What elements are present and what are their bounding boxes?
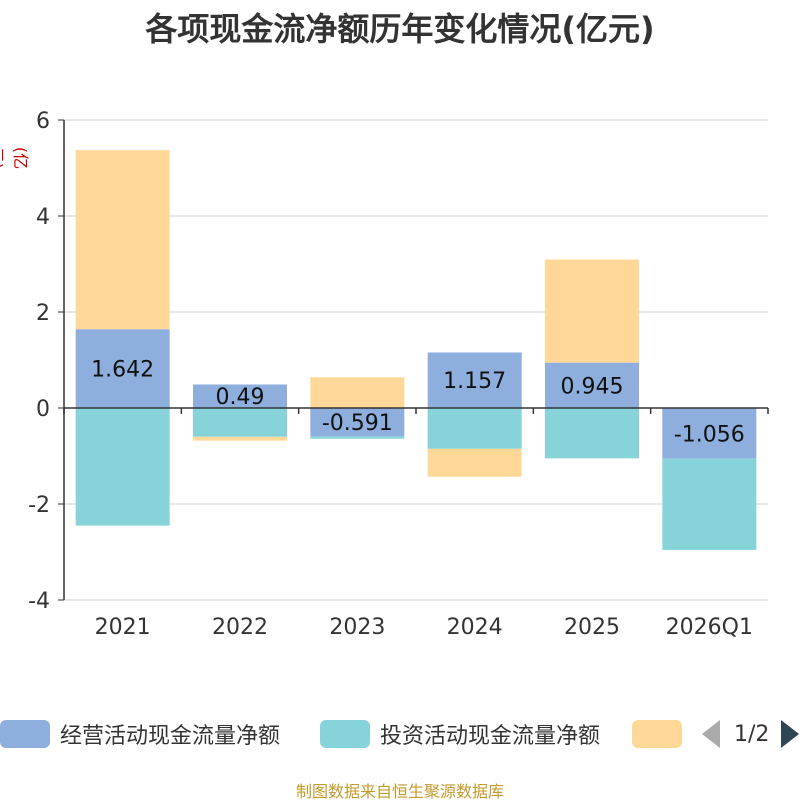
bar-series1-2025 — [545, 408, 639, 459]
data-label: 1.157 — [443, 369, 506, 394]
legend-item-third[interactable] — [632, 716, 692, 752]
legend-prev-icon[interactable] — [702, 720, 720, 748]
bar-series0-2024 — [427, 352, 522, 408]
bar-series2-2023 — [310, 377, 405, 408]
bar-series1-2022 — [193, 408, 287, 437]
bar-series1-2021 — [75, 408, 170, 526]
x-tick-label: 2026Q1 — [666, 615, 753, 640]
legend-label-investing: 投资活动现金流量净额 — [380, 724, 601, 749]
y-tick-label: -4 — [28, 589, 50, 614]
legend-pager: 1/2 — [702, 716, 800, 752]
bar-series0-2026Q1 — [662, 408, 757, 459]
bar-series0-2023 — [310, 408, 405, 437]
data-source-note: 制图数据来自恒生聚源数据库 — [295, 782, 504, 801]
y-tick-label: 6 — [36, 109, 50, 134]
legend-swatch-third — [632, 720, 682, 748]
y-tick-label: 4 — [36, 205, 50, 230]
bar-series0-2025 — [545, 362, 639, 408]
data-label: 1.642 — [91, 358, 154, 383]
legend-swatch-operating — [0, 720, 50, 748]
data-label: 0.49 — [216, 385, 265, 410]
legend-swatch-investing — [320, 720, 370, 748]
data-label: 0.945 — [561, 374, 624, 399]
legend-item-operating[interactable]: 经营活动现金流量净额 — [0, 716, 280, 752]
bar-series2-2022 — [193, 436, 287, 441]
chart-title: 各项现金流净额历年变化情况(亿元) — [145, 10, 655, 48]
bar-series0-2022 — [193, 384, 287, 408]
bar-series1-2026Q1 — [662, 458, 757, 550]
bar-series0-2021 — [75, 329, 170, 408]
bar-chart: -4 -2 0 2 4 6 1.642 0.49 -0.591 1.157 0.945 -1.056 2… — [28, 109, 769, 640]
bar-series2-2024 — [427, 448, 522, 477]
data-label: -1.056 — [674, 422, 745, 447]
x-tick-label: 2023 — [329, 615, 385, 640]
bar-series2-2025 — [545, 259, 639, 363]
legend: 经营活动现金流量净额 投资活动现金流量净额 1/2 — [0, 716, 800, 752]
x-tick-label: 2022 — [212, 615, 268, 640]
legend-label-operating: 经营活动现金流量净额 — [60, 724, 281, 749]
legend-next-icon[interactable] — [781, 720, 800, 748]
legend-item-investing[interactable]: 投资活动现金流量净额 — [320, 716, 600, 752]
x-tick-label: 2021 — [95, 615, 151, 640]
bar-series1-2023 — [310, 436, 405, 439]
y-tick-label: 2 — [36, 301, 50, 326]
bar-series1-2024 — [427, 408, 522, 449]
y-tick-label: -2 — [28, 493, 50, 518]
data-label: -0.591 — [322, 411, 393, 436]
legend-page-indicator: 1/2 — [734, 721, 770, 747]
x-tick-label: 2025 — [564, 615, 620, 640]
y-tick-label: 0 — [36, 397, 50, 422]
x-tick-label: 2024 — [447, 615, 503, 640]
bar-series2-2021 — [75, 150, 170, 330]
